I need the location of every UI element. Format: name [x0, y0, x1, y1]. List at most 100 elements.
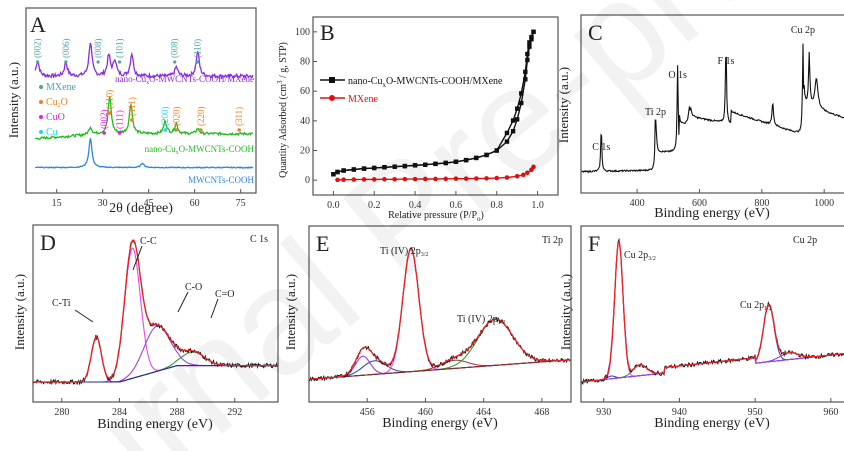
panel-a-letter: A — [30, 12, 46, 37]
panel-e-ylabel: Intensity (a.u.) — [283, 274, 298, 350]
x-tick-label: 960 — [823, 407, 838, 418]
panel-d-frame — [32, 224, 279, 403]
fit-component — [580, 240, 844, 383]
arrow-pointer — [74, 309, 94, 323]
data-point — [335, 169, 340, 175]
data-point — [433, 161, 438, 167]
data-point — [525, 51, 530, 57]
legend-marker — [39, 85, 43, 89]
survey-spectrum — [581, 43, 844, 173]
x-tick-label: 0.8 — [491, 200, 504, 211]
data-point — [351, 167, 357, 172]
phase-marker — [107, 111, 112, 115]
panel-e: E Ti 2p Intensity (a.u.) Binding energy … — [283, 225, 572, 431]
data-point — [504, 139, 510, 144]
panel-a-xlabel: 2θ (degree) — [109, 201, 173, 216]
data-point — [443, 160, 448, 166]
panel-a-frame — [25, 7, 257, 194]
y-tick-label: 0 — [305, 175, 310, 186]
phase-plane-label: (110) — [105, 90, 115, 109]
data-point — [371, 177, 377, 182]
data-point — [474, 176, 479, 181]
mxene-marker — [117, 60, 122, 64]
x-tick-label: 45 — [144, 198, 154, 209]
x-tick-label: 464 — [476, 407, 491, 418]
data-point — [529, 37, 534, 42]
data-point — [514, 117, 520, 122]
series-label: MWCNTs-COOH — [188, 175, 254, 185]
panel-d-corner-label: C 1s — [250, 234, 268, 245]
fit-component — [33, 336, 278, 383]
panel-f-letter: F — [588, 231, 600, 256]
data-point — [382, 165, 387, 170]
panel-b-frame — [312, 16, 559, 196]
envelope-fit — [33, 239, 278, 383]
x-tick-label: 288 — [170, 407, 185, 418]
data-point — [525, 57, 530, 63]
x-tick-label: 284 — [112, 407, 127, 418]
data-point — [519, 100, 524, 106]
data-point — [484, 152, 489, 158]
phase-plane-label: (200) — [160, 107, 170, 127]
data-point — [514, 106, 520, 111]
series-line — [34, 96, 254, 141]
data-point — [423, 162, 428, 167]
panel-a-ylabel: Intensity (a.u.) — [6, 62, 21, 138]
panel-c-xlabel: Binding energy (eV) — [654, 206, 770, 221]
panel-a: A Intensity (a.u.) 2θ (degree) 15 30 45 60 7… — [6, 7, 257, 216]
x-tick-label: 456 — [360, 407, 375, 418]
mxene-plane-label: (110) — [193, 39, 203, 58]
component-label: Cu 2p3/2 — [624, 250, 656, 262]
peak-label: O 1s — [668, 70, 687, 81]
phase-marker — [237, 128, 241, 132]
data-point — [392, 164, 397, 169]
x-tick-label: 600 — [692, 198, 707, 209]
phase-plane-label: (020) — [171, 107, 181, 127]
x-tick-label: 0.4 — [409, 200, 422, 211]
x-tick-label: 280 — [54, 407, 69, 418]
data-point — [527, 44, 532, 49]
legend-label-mxene: MXene — [348, 94, 379, 105]
background-line — [308, 359, 571, 380]
legend-label: Cu2O — [46, 97, 68, 109]
background-line — [33, 365, 278, 383]
legend-marker — [39, 100, 43, 104]
data-point — [504, 130, 510, 136]
phase-marker — [174, 128, 179, 132]
panel-d-letter: D — [40, 230, 56, 255]
mxene-plane-label: (008) — [93, 39, 103, 59]
series-label: nano-CuxO-MWCNTs-COOH/MXene — [115, 74, 254, 86]
data-point — [351, 177, 357, 182]
data-point — [453, 159, 459, 164]
phase-marker — [102, 131, 106, 135]
mxene-plane-label: (006) — [61, 39, 71, 59]
data-point — [402, 176, 408, 182]
panel-e-letter: E — [316, 231, 329, 256]
legend-label: CuO — [46, 112, 65, 123]
data-point — [341, 177, 346, 183]
series-label: nano-CuxO-MWCNTs-COOH — [145, 144, 255, 156]
x-tick-label: 950 — [748, 407, 763, 418]
phase-marker — [117, 131, 122, 135]
x-tick-label: 0.2 — [368, 200, 381, 211]
data-point — [525, 170, 530, 176]
x-tick-label: 15 — [52, 198, 62, 209]
component-label: C-C — [140, 236, 157, 247]
data-point — [494, 175, 500, 181]
component-label: C=O — [215, 289, 235, 300]
data-point — [335, 177, 340, 183]
x-tick-label: 468 — [534, 407, 549, 418]
panel-e-frame — [308, 225, 572, 403]
arrow-pointer — [210, 298, 219, 319]
phase-marker — [163, 128, 168, 132]
data-point — [412, 163, 418, 168]
component-label: Cu 2p1/2 — [740, 300, 772, 312]
phase-plane-label: (111) — [127, 97, 137, 116]
mxene-plane-label: (002) — [33, 39, 43, 59]
x-tick-label: 292 — [227, 407, 242, 418]
y-tick-label: 20 — [300, 146, 310, 157]
peak-label: Cu 2p — [791, 25, 815, 36]
x-tick-label: 400 — [630, 198, 645, 209]
legend-marker — [39, 115, 43, 119]
data-point — [474, 155, 479, 161]
